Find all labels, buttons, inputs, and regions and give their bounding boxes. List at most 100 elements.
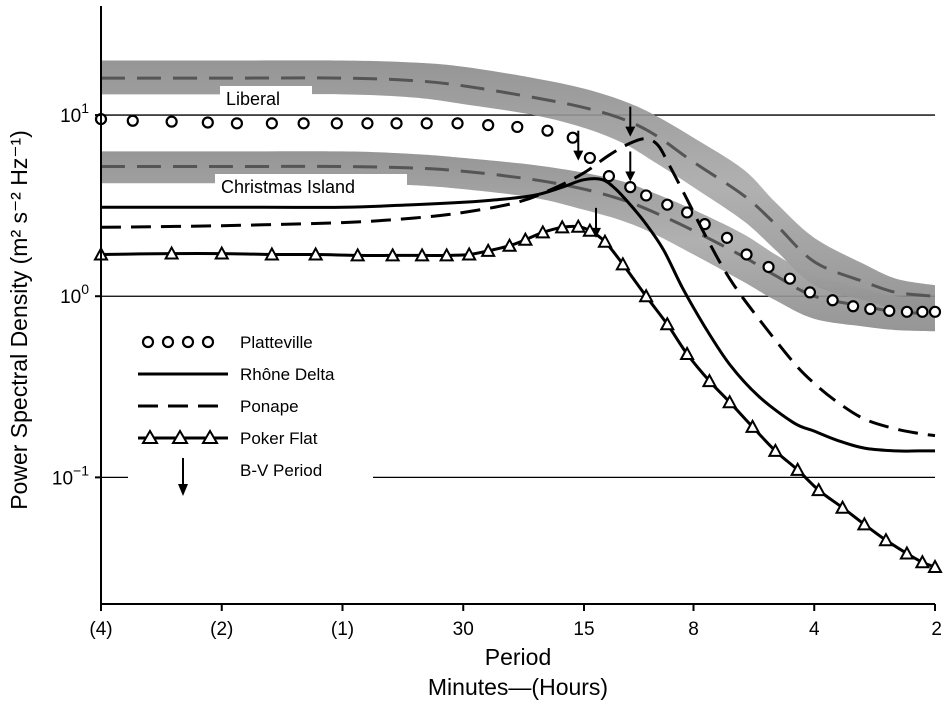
x-tick-label-7: 2 (931, 619, 942, 640)
point-poker-flat-27 (810, 482, 827, 497)
point-platteville-12 (482, 119, 495, 132)
point-poker-flat-11 (501, 237, 518, 252)
point-platteville-25 (762, 260, 775, 274)
point-poker-flat-28 (834, 499, 851, 514)
point-poker-flat-13 (535, 224, 551, 239)
point-platteville-5 (265, 117, 278, 130)
point-platteville-4 (230, 117, 244, 130)
legend-marker-b-v-period-head (178, 484, 188, 496)
point-platteville-24 (740, 248, 753, 261)
band-label-bg-christmas-island (215, 174, 407, 198)
bv-arrow-head-3 (591, 227, 602, 238)
legend-marker-poker-flat-1 (171, 429, 189, 444)
point-platteville-18 (624, 181, 637, 194)
point-poker-flat-23 (721, 394, 738, 409)
legend-marker-platteville-2 (181, 335, 195, 349)
band-label-christmas-island: Christmas Island (221, 177, 355, 197)
point-poker-flat-9 (461, 246, 477, 261)
point-platteville-33 (916, 305, 929, 318)
point-platteville-2 (165, 115, 178, 128)
x-tick-label-3: 30 (453, 619, 474, 640)
bv-period-arrows (573, 106, 636, 238)
point-platteville-13 (511, 120, 524, 134)
legend-label-platteville: Platteville (240, 333, 313, 352)
point-platteville-27 (803, 286, 817, 299)
legend-marker-platteville-0 (141, 335, 155, 349)
y-tick-label-0: 101 (60, 100, 89, 127)
x-tick-label-1: (2) (210, 619, 233, 640)
x-tick-label-6: 4 (809, 619, 820, 640)
point-poker-flat-5 (349, 247, 366, 262)
point-platteville-8 (361, 117, 374, 130)
legend-background (128, 320, 373, 502)
point-platteville-26 (783, 272, 797, 285)
point-poker-flat-10 (480, 242, 496, 257)
point-poker-flat-15 (570, 218, 586, 233)
band-christmas-island (101, 151, 935, 332)
point-platteville-16 (583, 151, 597, 165)
legend-marker-poker-flat-2 (201, 429, 219, 444)
bv-arrow-head-1 (625, 126, 636, 137)
point-poker-flat-1 (163, 245, 180, 260)
point-poker-flat-30 (878, 532, 894, 547)
point-poker-flat-32 (914, 554, 931, 569)
point-poker-flat-8 (438, 247, 455, 262)
point-poker-flat-17 (597, 233, 613, 248)
point-platteville-28 (826, 294, 839, 307)
point-platteville-31 (883, 304, 896, 317)
point-platteville-3 (201, 116, 214, 129)
point-platteville-21 (680, 206, 694, 219)
band-label-liberal: Liberal (226, 89, 280, 109)
legend-marker-poker-flat-0 (141, 429, 159, 444)
point-platteville-6 (297, 117, 310, 130)
point-poker-flat-3 (264, 246, 280, 261)
point-poker-flat-19 (638, 288, 654, 303)
point-poker-flat-21 (679, 345, 695, 360)
point-poker-flat-2 (214, 245, 230, 260)
band-center-liberal (101, 76, 936, 298)
point-poker-flat-18 (615, 256, 631, 271)
point-platteville-20 (661, 198, 674, 211)
point-platteville-9 (390, 117, 403, 130)
series-line-ponape (100, 137, 936, 438)
y-axis-title: Power Spectral Density (m² s⁻² Hz⁻¹) (6, 130, 32, 510)
point-platteville-32 (900, 305, 914, 318)
x-tick-label-5: 8 (688, 619, 699, 640)
bv-arrow-head-2 (625, 171, 636, 182)
point-platteville-19 (640, 189, 653, 202)
legend-marker-platteville-1 (161, 335, 175, 349)
point-poker-flat-4 (307, 246, 324, 261)
point-poker-flat-12 (517, 231, 534, 246)
band-label-bg-liberal (220, 86, 312, 110)
legend-label-b-v-period: B-V Period (240, 461, 322, 480)
legend-label-poker-flat: Poker Flat (240, 429, 318, 448)
point-poker-flat-7 (414, 247, 430, 262)
bv-arrow-head-0 (573, 150, 584, 161)
point-platteville-7 (330, 117, 343, 130)
x-axis-title-line1: Period (485, 644, 551, 670)
axes: 101 100 10−1 (4) (2) (1) 30 15 8 4 2 (52, 6, 942, 640)
data-series (93, 113, 943, 574)
y-tick-label-2: 10−1 (52, 462, 89, 489)
point-platteville-34 (928, 305, 942, 318)
labels: Power Spectral Density (m² s⁻² Hz⁻¹) Per… (6, 130, 608, 700)
series-line-rh-ne-delta (100, 177, 935, 453)
x-tick-label-0: (4) (89, 619, 112, 640)
point-poker-flat-24 (744, 418, 761, 433)
uncertainty-bands: Liberal Christmas Island (100, 60, 936, 332)
legend-label-rh-ne-delta: Rhône Delta (240, 365, 335, 384)
point-platteville-30 (864, 302, 877, 316)
point-platteville-17 (602, 170, 616, 183)
point-poker-flat-31 (899, 545, 915, 560)
legend-label-ponape: Ponape (240, 397, 299, 416)
point-poker-flat-29 (856, 516, 873, 531)
point-poker-flat-20 (659, 316, 675, 331)
point-platteville-11 (451, 117, 464, 130)
point-platteville-10 (420, 117, 433, 130)
point-poker-flat-33 (927, 558, 943, 574)
point-poker-flat-22 (701, 373, 718, 388)
point-platteville-29 (847, 300, 860, 313)
point-poker-flat-14 (554, 219, 570, 234)
legend: Platteville Rhône Delta Ponape Poker Flat B-… (128, 320, 373, 502)
